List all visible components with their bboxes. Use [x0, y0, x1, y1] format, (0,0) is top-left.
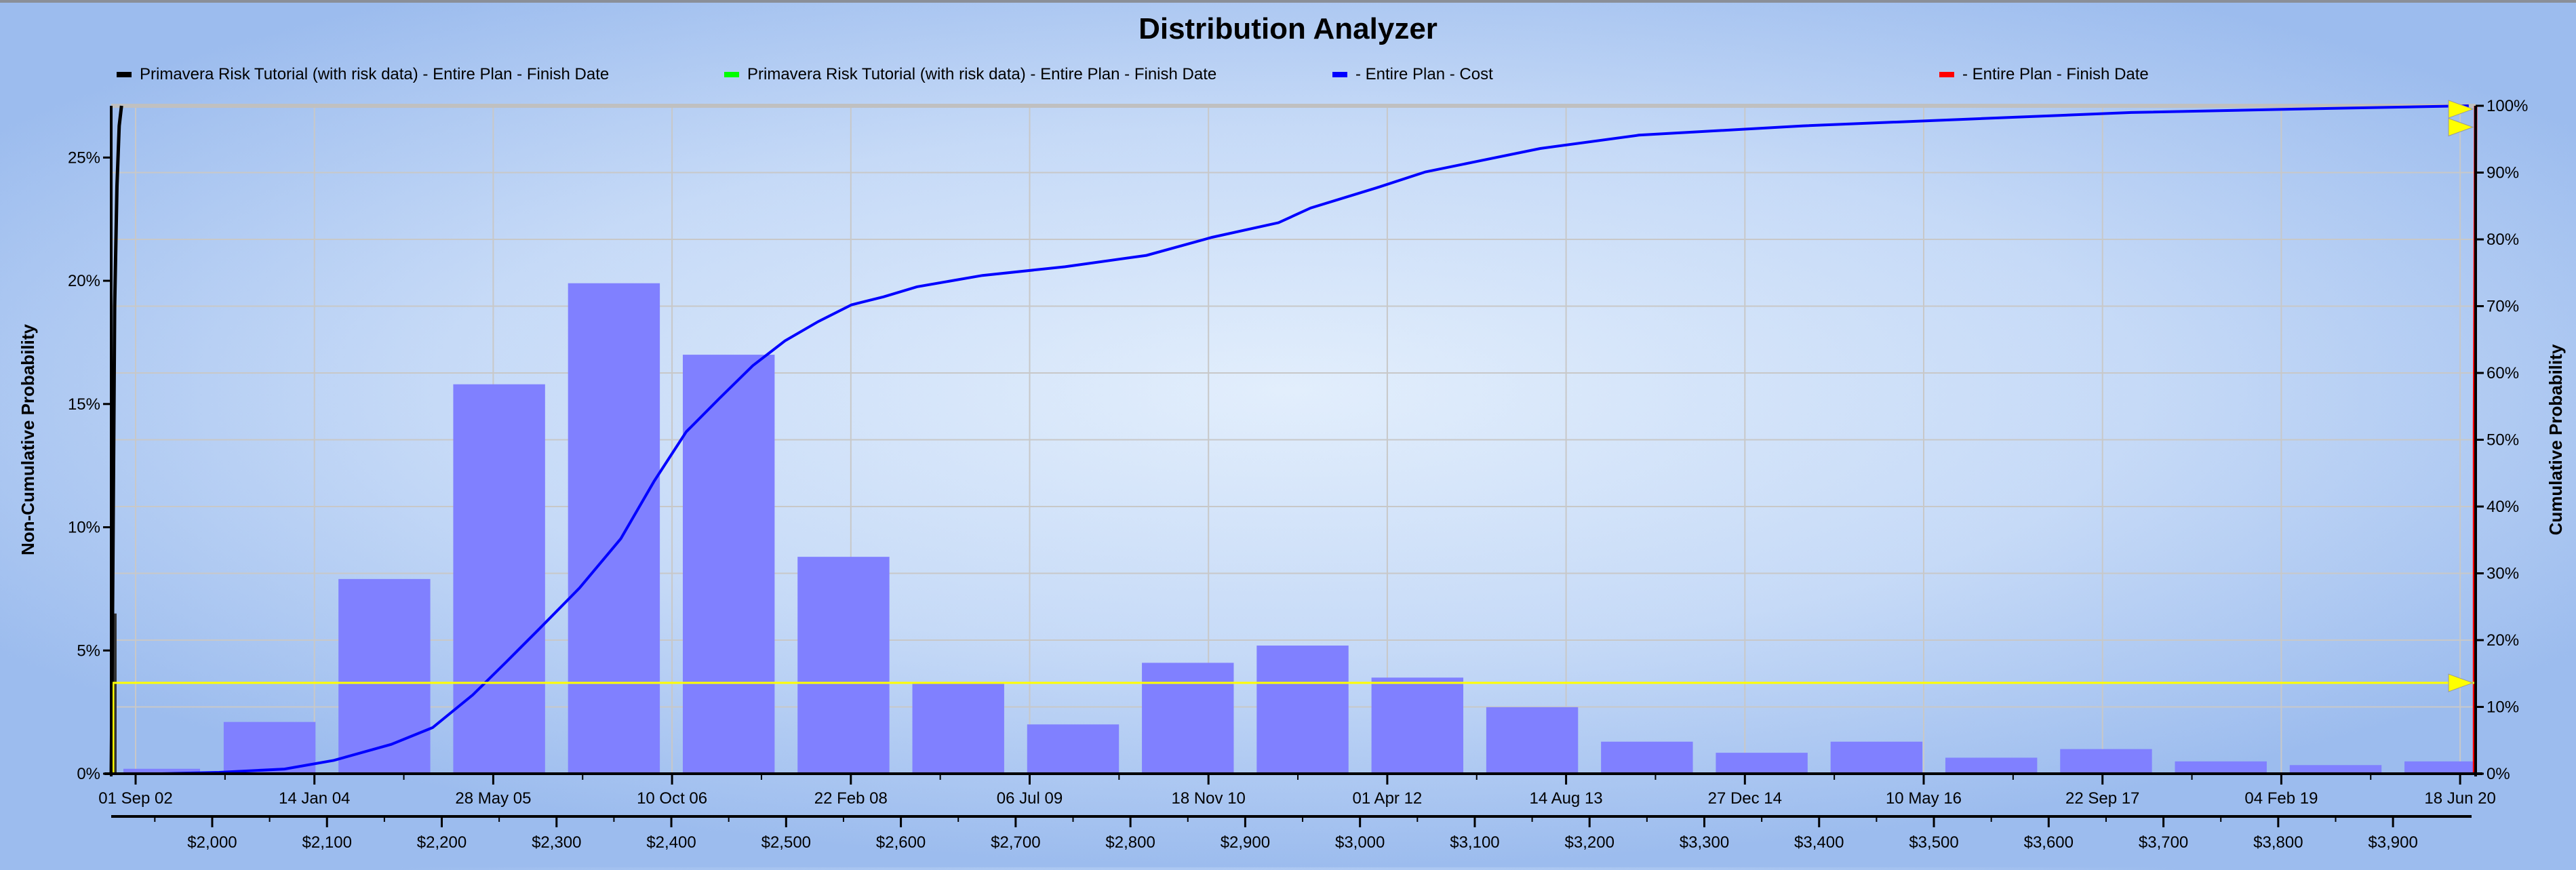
date-tick-label: 18 Nov 10	[1171, 789, 1245, 808]
yellow-marker-arrow	[2448, 100, 2474, 119]
histogram-bar	[2060, 749, 2152, 774]
histogram-bar	[1601, 741, 1693, 774]
left-tick-label: 15%	[68, 395, 100, 414]
histogram-bar	[1486, 707, 1579, 774]
yellow-marker-arrow	[2448, 117, 2474, 137]
legend-label: Primavera Risk Tutorial (with risk data)…	[747, 65, 1217, 83]
yellow-marker-arrow	[2448, 673, 2474, 692]
cost-tick-label: $2,100	[302, 833, 352, 852]
left-tick-label: 5%	[77, 641, 100, 660]
distribution-chart: 0% 5% 10% 15% 20% 25% 0% 10% 20% 30% 40% 50% 60% 70% 8…	[18, 97, 2566, 852]
left-tick-label: 10%	[68, 519, 100, 537]
histogram-bar	[568, 283, 660, 774]
histogram-bar	[1371, 677, 1464, 774]
legend-item-black-finish-date: Primavera Risk Tutorial (with risk data)…	[117, 65, 609, 84]
histogram-bar	[1256, 645, 1349, 774]
cost-tick-label: $2,300	[532, 833, 581, 852]
histogram-bar	[2175, 761, 2267, 774]
cost-tick-label: $2,700	[991, 833, 1040, 852]
date-tick-label: 14 Jan 04	[279, 789, 350, 808]
legend-item-red-finish-date: - Entire Plan - Finish Date	[1939, 65, 2149, 84]
date-tick-label: 06 Jul 09	[997, 789, 1063, 808]
histogram-bar	[1142, 663, 1234, 774]
histogram-bar	[2289, 765, 2382, 774]
histogram-bar	[1716, 753, 1808, 774]
date-tick-label: 10 Oct 06	[637, 789, 707, 808]
cost-tick-label: $3,600	[2024, 833, 2074, 852]
cost-tick-label: $3,300	[1680, 833, 1729, 852]
cost-tick-label: $2,400	[646, 833, 696, 852]
histogram-bar	[123, 768, 200, 774]
chart-title: Distribution Analyzer	[1138, 12, 1438, 45]
right-tick-label: 60%	[2486, 364, 2519, 382]
legend-label: Primavera Risk Tutorial (with risk data)…	[140, 65, 610, 83]
date-tick-label: 18 Jun 20	[2424, 789, 2495, 808]
cost-tick-label: $3,000	[1335, 833, 1385, 852]
legend-label: - Entire Plan - Cost	[1355, 65, 1493, 83]
cost-tick-label: $2,200	[417, 833, 467, 852]
cost-tick-label: $2,000	[187, 833, 237, 852]
cost-tick-label: $3,200	[1565, 833, 1614, 852]
left-tick-label: 0%	[77, 765, 100, 783]
cost-tick-label: $3,400	[1794, 833, 1844, 852]
legend-item-green-finish-date: Primavera Risk Tutorial (with risk data)…	[724, 65, 1216, 84]
legend-swatch	[724, 72, 739, 77]
cost-tick-label: $2,800	[1105, 833, 1155, 852]
histogram-bar	[682, 355, 775, 774]
right-tick-label: 40%	[2486, 498, 2519, 516]
cost-tick-label: $3,500	[1909, 833, 1958, 852]
histogram-bar	[1027, 724, 1119, 774]
legend-label: - Entire Plan - Finish Date	[1962, 65, 2149, 83]
cost-tick-label: $3,900	[2368, 833, 2417, 852]
histogram-bar	[1830, 741, 1923, 774]
y2-axis-title: Cumulative Probability	[2545, 344, 2566, 535]
legend-swatch	[1939, 72, 1954, 77]
right-tick-label: 80%	[2486, 231, 2519, 249]
cost-tick-label: $2,600	[876, 833, 926, 852]
cost-tick-label: $2,500	[761, 833, 811, 852]
finish-date-histogram-spike	[113, 613, 117, 774]
cost-tick-label: $3,800	[2253, 833, 2303, 852]
cost-tick-label: $2,900	[1221, 833, 1270, 852]
date-tick-label: 04 Feb 19	[2244, 789, 2318, 808]
legend-item-cost: - Entire Plan - Cost	[1332, 65, 1493, 84]
histogram-bar	[2404, 761, 2473, 774]
date-tick-label: 27 Dec 14	[1708, 789, 1782, 808]
right-tick-label: 0%	[2486, 765, 2510, 783]
histogram-bar	[338, 578, 431, 774]
date-tick-label: 22 Sep 17	[2065, 789, 2139, 808]
cost-tick-label: $3,100	[1450, 833, 1499, 852]
left-tick-label: 25%	[68, 149, 100, 167]
right-tick-label: 50%	[2486, 431, 2519, 450]
right-tick-label: 100%	[2486, 97, 2528, 115]
date-tick-label: 01 Sep 02	[98, 789, 172, 808]
right-tick-label: 20%	[2486, 631, 2519, 650]
date-tick-label: 10 May 16	[1886, 789, 1962, 808]
histogram-bar	[797, 557, 890, 774]
histogram-bar	[912, 682, 1004, 774]
right-tick-label: 10%	[2486, 698, 2519, 717]
date-tick-label: 22 Feb 08	[814, 789, 888, 808]
date-tick-label: 01 Apr 12	[1353, 789, 1423, 808]
histogram-bar	[453, 384, 545, 774]
cost-tick-label: $3,700	[2139, 833, 2188, 852]
right-tick-label: 30%	[2486, 565, 2519, 583]
left-tick-label: 20%	[68, 272, 100, 290]
right-tick-label: 90%	[2486, 164, 2519, 182]
date-tick-label: 14 Aug 13	[1530, 789, 1603, 808]
legend-swatch	[117, 72, 132, 77]
right-tick-label: 70%	[2486, 298, 2519, 316]
y-axis-title: Non-Cumulative Probability	[18, 324, 38, 555]
histogram-bar	[1945, 757, 2038, 774]
date-tick-label: 28 May 05	[455, 789, 531, 808]
legend-swatch	[1332, 72, 1347, 77]
series-line-entire-plan-cost-cumulative-	[161, 104, 2469, 775]
